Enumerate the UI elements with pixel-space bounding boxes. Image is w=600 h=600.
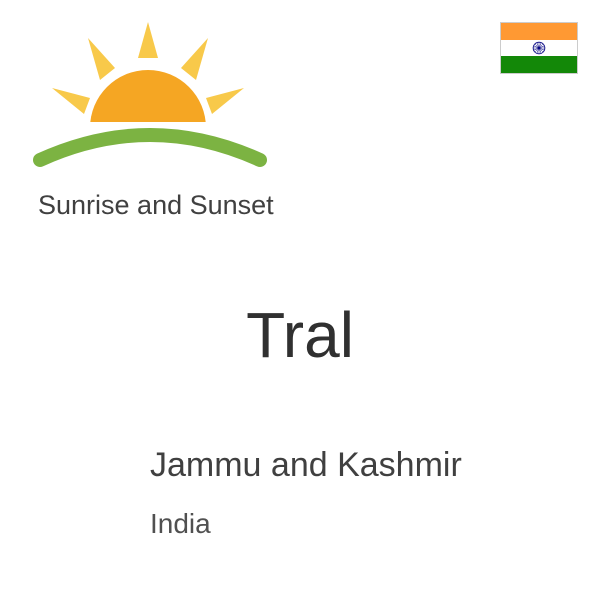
flag-white-stripe: [501, 40, 577, 57]
country-name: India: [150, 508, 211, 540]
india-flag: [500, 22, 578, 74]
city-name: Tral: [0, 298, 600, 372]
flag-saffron-stripe: [501, 23, 577, 40]
ashoka-chakra-icon: [532, 41, 546, 55]
flag-green-stripe: [501, 56, 577, 73]
sunrise-logo: [20, 10, 280, 190]
region-name: Jammu and Kashmir: [150, 446, 462, 485]
tagline-text: Sunrise and Sunset: [38, 190, 274, 221]
